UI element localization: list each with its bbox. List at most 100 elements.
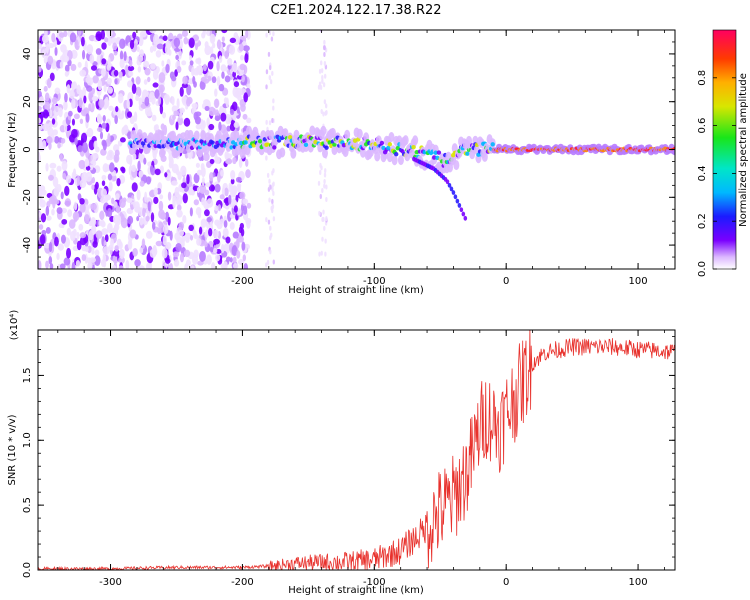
heatmap-cell [138,170,144,178]
heatmap-cell [87,245,92,254]
heatmap-cell [49,162,57,169]
heatmap-cell [141,238,146,250]
heatmap-cell [265,155,268,161]
heatmap-cell [227,58,233,66]
heatmap-cell [44,243,51,249]
snr-x-tick-label: -100 [363,577,386,588]
heatmap-cell [272,31,275,37]
heatmap-cell [202,120,206,129]
heatmap-cell [106,222,113,234]
heatmap-cell [143,60,150,68]
heatmap-cell [447,182,452,188]
heatmap-cell [107,86,114,94]
heatmap-cell [38,66,42,73]
heatmap-cell [165,258,171,264]
heatmap-cell [52,176,59,188]
snr-x-tick-label: -300 [99,577,122,588]
heatmap-cell [234,145,241,156]
heatmap-cell [232,62,238,73]
heatmap-cell [186,174,190,185]
heatmap-cell [79,236,87,246]
heatmap-cell [38,224,44,230]
heatmap-cell [321,236,324,242]
heatmap-cell [453,160,460,171]
heatmap-cell [356,128,363,139]
heatmap-cell [123,51,127,62]
heatmap-cell [451,190,456,195]
heatmap-cell [77,145,84,153]
heatmap-cell [272,181,275,187]
heatmap-cell [78,159,86,170]
heatmap-cell [181,82,188,89]
heatmap-cell [267,219,271,225]
heatmap-cell [268,75,272,81]
heatmap-cell [64,185,70,197]
heatmap-cell [229,108,235,116]
heatmap-cell [321,187,324,193]
heatmap-cell [158,148,165,159]
spectrogram-y-tick-label: -20 [22,189,33,205]
heatmap-cell [178,229,184,237]
spectrogram-y-tick-label: 0 [22,146,33,152]
heatmap-cell [51,32,56,43]
heatmap-cell [235,176,242,183]
heatmap-cell [246,125,253,136]
heatmap-cell [148,93,153,103]
heatmap-cell [176,33,183,40]
heatmap-cell [411,144,416,150]
heatmap-cell [46,136,53,144]
heatmap-cell [246,117,252,124]
heatmap-cell [225,236,231,244]
heatmap-cell [169,157,174,167]
heatmap-cell [62,55,70,63]
heatmap-cell [45,205,50,216]
heatmap-cell [72,228,77,237]
heatmap-cell [323,172,327,178]
snr-x-tick-label: -200 [231,577,254,588]
heatmap-cell [388,132,395,143]
heatmap-cell [190,265,195,269]
heatmap-cell [191,254,199,265]
heatmap-cell [121,167,126,174]
heatmap-cell [320,68,324,74]
heatmap-cell [321,78,324,84]
heatmap-cell [344,129,351,140]
heatmap-cell [95,230,103,239]
heatmap-cell [270,36,274,42]
heatmap-cell [237,95,243,101]
heatmap-cell [149,165,154,173]
heatmap-cell [324,145,329,150]
heatmap-cell [114,245,119,252]
heatmap-cell [89,54,95,64]
heatmap-cell [182,214,187,224]
heatmap-cell [231,245,238,257]
heatmap-cell [323,51,326,57]
heatmap-cell [48,256,53,265]
heatmap-cell [239,54,244,61]
heatmap-cell [51,118,56,125]
heatmap-cell [179,252,185,263]
heatmap-cell [80,36,85,47]
heatmap-cell [79,118,84,125]
heatmap-cell [52,129,59,136]
heatmap-cell [193,130,200,141]
spectrogram-y-ticks: -40 -20 0 20 40 [22,29,675,270]
heatmap-cell [49,109,53,118]
heatmap-cell [100,188,108,198]
heatmap-cell [86,85,93,92]
heatmap-cell [79,232,87,239]
heatmap-cell [245,169,251,179]
heatmap-cell [161,248,168,259]
heatmap-cell [244,145,251,156]
heatmap-cell [101,174,107,181]
heatmap-cell [269,184,272,190]
heatmap-cell [97,79,103,91]
snr-y-tick-label: 0.5 [22,497,33,513]
heatmap-cell [104,234,109,243]
heatmap-cell [126,197,133,203]
heatmap-cell [223,261,228,269]
heatmap-cell [265,262,268,268]
spectrogram-y-tick-label: 20 [22,95,33,108]
heatmap-cell [149,248,157,258]
heatmap-cell [119,58,125,69]
